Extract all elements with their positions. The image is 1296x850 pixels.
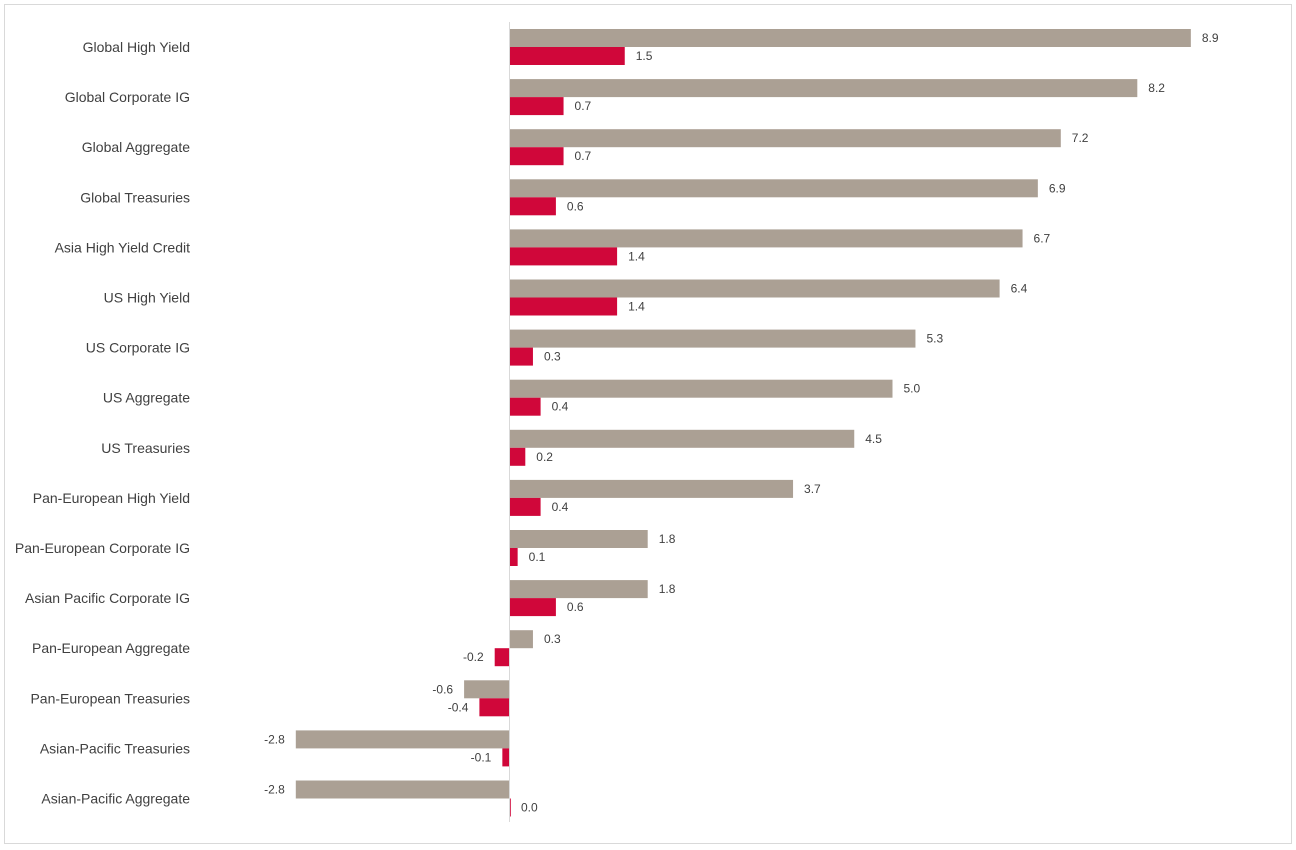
category-label: Pan-European High Yield: [33, 490, 190, 506]
bar-series-a: [464, 680, 510, 699]
data-label: -0.2: [463, 650, 484, 664]
category-label: US Corporate IG: [86, 340, 190, 356]
data-label: 4.5: [865, 432, 882, 446]
labels-layer: Global High Yield 8.9 1.5 Global Corporate …: [15, 31, 1219, 815]
data-label: 1.4: [628, 300, 645, 314]
data-label: 5.0: [904, 382, 921, 396]
data-label: 0.1: [529, 550, 546, 564]
bar-series-b: [510, 397, 541, 416]
data-label: -2.8: [264, 732, 285, 746]
bar-series-a: [510, 580, 648, 599]
data-label: 1.5: [636, 49, 653, 63]
bar-series-b: [494, 648, 510, 667]
bar-series-b: [502, 748, 510, 767]
data-label: 6.9: [1049, 181, 1066, 195]
bar-series-a: [510, 179, 1038, 198]
bar-series-a: [510, 129, 1061, 148]
category-label: Pan-European Aggregate: [32, 640, 190, 656]
category-label: US Aggregate: [103, 390, 190, 406]
category-label: Pan-European Corporate IG: [15, 540, 190, 556]
category-label: Global Aggregate: [82, 139, 190, 155]
bar-series-b: [510, 598, 556, 617]
bar-series-a: [510, 379, 893, 398]
bar-series-a: [510, 79, 1138, 98]
category-label: Pan-European Treasuries: [30, 690, 190, 706]
data-label: 1.8: [659, 582, 676, 596]
category-label: Asia High Yield Credit: [55, 239, 191, 255]
data-label: 3.7: [804, 482, 821, 496]
bar-series-b: [510, 97, 564, 116]
data-label: -0.1: [471, 750, 492, 764]
data-label: 0.0: [521, 801, 538, 815]
category-label: Asian-Pacific Treasuries: [40, 740, 190, 756]
category-label: Asian-Pacific Aggregate: [41, 791, 190, 807]
data-label: 0.6: [567, 600, 584, 614]
category-label: Global Treasuries: [80, 189, 190, 205]
data-label: 0.6: [567, 199, 584, 213]
bar-series-b: [510, 798, 511, 817]
bar-series-a: [510, 479, 794, 498]
data-label: -0.4: [448, 700, 469, 714]
data-label: 8.9: [1202, 31, 1219, 45]
bar-series-a: [510, 229, 1023, 248]
bar-series-b: [510, 497, 541, 516]
category-label: Asian Pacific Corporate IG: [25, 590, 190, 606]
bar-series-b: [510, 147, 564, 166]
category-label: US High Yield: [104, 290, 190, 306]
data-label: -2.8: [264, 783, 285, 797]
data-label: 0.4: [552, 400, 569, 414]
data-label: 0.3: [544, 632, 561, 646]
bar-series-a: [510, 29, 1191, 47]
data-label: 7.2: [1072, 131, 1089, 145]
data-label: 1.8: [659, 532, 676, 546]
bar-series-a: [510, 630, 533, 649]
data-label: 5.3: [926, 332, 943, 346]
bar-series-b: [510, 47, 625, 65]
data-label: 0.7: [575, 149, 592, 163]
data-label: 6.7: [1034, 231, 1051, 245]
data-label: 0.3: [544, 350, 561, 364]
bar-series-a: [510, 429, 855, 448]
data-label: -0.6: [432, 682, 453, 696]
data-label: 0.4: [552, 500, 569, 514]
bar-series-a: [295, 780, 510, 799]
bar-series-b: [510, 548, 518, 566]
bar-series-a: [295, 730, 510, 749]
data-label: 0.7: [575, 99, 592, 113]
bar-series-a: [510, 329, 916, 348]
bar-series-b: [510, 247, 618, 266]
bar-series-b: [510, 297, 618, 316]
data-label: 1.4: [628, 249, 645, 263]
bar-series-b: [510, 447, 526, 466]
data-label: 8.2: [1148, 81, 1165, 95]
bar-series-b: [510, 347, 533, 366]
data-label: 6.4: [1011, 282, 1028, 296]
bar-series-b: [479, 698, 510, 717]
bar-series-a: [510, 279, 1000, 298]
bar-series-a: [510, 530, 648, 548]
data-label: 0.2: [536, 450, 553, 464]
bar-series-b: [510, 197, 556, 216]
category-label: Global High Yield: [83, 39, 190, 55]
bars-layer: [295, 29, 1191, 817]
category-label: Global Corporate IG: [65, 89, 190, 105]
category-label: US Treasuries: [101, 440, 190, 456]
